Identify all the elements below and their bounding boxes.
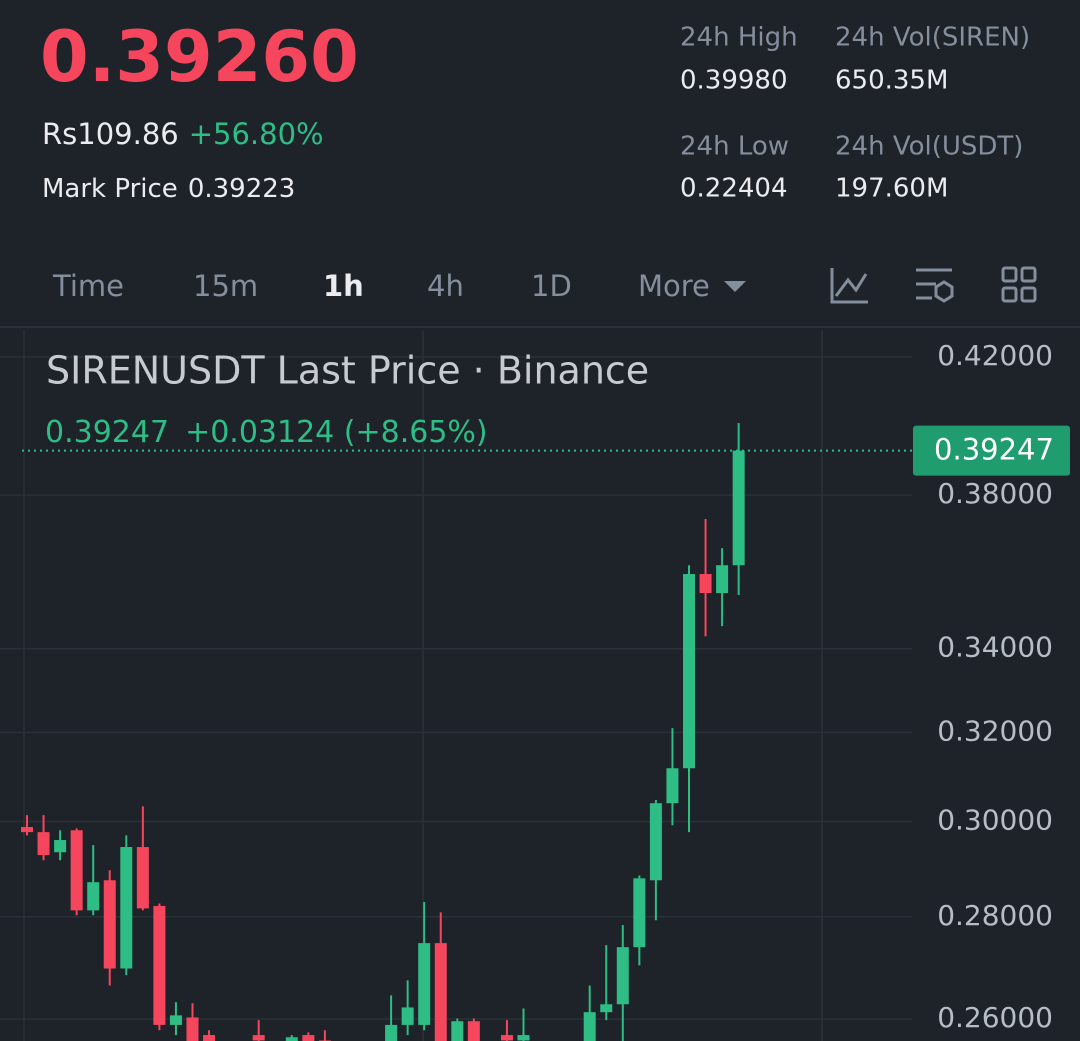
candle-body xyxy=(633,878,646,948)
candle-body xyxy=(434,943,447,1041)
change-pct: +56.80% xyxy=(189,117,324,151)
mark-label: Mark Price xyxy=(42,174,178,204)
more-caret xyxy=(724,281,746,292)
mark-value: 0.39223 xyxy=(188,174,296,204)
candle-body xyxy=(732,450,745,566)
candle-body xyxy=(600,1004,613,1013)
candle-body xyxy=(385,1024,398,1041)
y-tick-label: 0.32000 xyxy=(937,714,1053,747)
stat-value: 197.60M xyxy=(835,174,948,204)
legend-change: +0.03124 (+8.65%) xyxy=(185,415,488,450)
last-price: 0.39260 xyxy=(40,16,359,98)
indicator-icon[interactable] xyxy=(830,268,868,304)
candle-body xyxy=(37,832,50,856)
stat-label: 24h Vol(USDT) xyxy=(835,132,1023,162)
chart-title: SIRENUSDT Last Price · Binance xyxy=(46,349,649,393)
y-tick-label: 0.26000 xyxy=(937,1001,1053,1034)
candle-body xyxy=(136,847,149,909)
last-price-tag xyxy=(913,425,1070,476)
stat-label: 24h High xyxy=(680,23,798,53)
grid: 0.42000 0.38000 0.34000 0.32000 0.30000 0.280… xyxy=(0,339,1053,1034)
stat-value: 0.39980 xyxy=(680,66,788,96)
y-tick-label: 0.30000 xyxy=(937,804,1053,837)
candle-body xyxy=(500,1035,513,1041)
candle-body xyxy=(87,882,100,911)
legend-price: 0.39247 xyxy=(45,415,169,450)
overlay: 0.39247 xyxy=(22,425,1070,476)
candle-body xyxy=(169,1015,182,1025)
fiat-value: Rs109.86 xyxy=(42,117,179,151)
y-tick-label: 0.34000 xyxy=(937,631,1053,664)
candle-body xyxy=(583,1012,596,1041)
candles xyxy=(21,422,745,1041)
candle-body xyxy=(666,768,679,804)
tab[interactable]: 15m xyxy=(193,269,258,303)
tab[interactable]: 1D xyxy=(531,269,572,303)
candle-body xyxy=(252,1035,265,1041)
candle-body xyxy=(120,847,133,969)
tab[interactable]: 1h xyxy=(323,269,364,303)
candle-body xyxy=(153,905,166,1025)
layout-icon[interactable] xyxy=(1020,266,1037,283)
interval-tabs: Time 15m 1h 4h 1D More xyxy=(52,269,710,303)
last-price-label: 0.39247 xyxy=(934,433,1054,467)
candle-body xyxy=(716,565,729,594)
candle-body xyxy=(70,830,83,911)
stat-value: 0.22404 xyxy=(680,174,788,204)
candle-body xyxy=(418,943,431,1025)
candle-body xyxy=(302,1035,315,1041)
chart-legend: 0.39247 +0.03124 (+8.65%) xyxy=(45,415,488,450)
candle-body xyxy=(517,1035,530,1041)
candle-body xyxy=(401,1007,414,1025)
mark-price: Mark Price 0.39223 xyxy=(42,174,295,204)
candle-body xyxy=(54,840,67,853)
candle-body xyxy=(203,1035,216,1041)
stat-value: 650.35M xyxy=(835,66,948,96)
candle-body xyxy=(467,1021,480,1041)
tab[interactable]: More xyxy=(638,269,710,303)
tab[interactable]: Time xyxy=(52,269,124,303)
candle-body xyxy=(103,880,116,969)
y-tick-label: 0.28000 xyxy=(937,899,1053,932)
candle-body xyxy=(683,574,695,769)
y-tick-label: 0.42000 xyxy=(937,339,1053,372)
candle-body xyxy=(699,574,712,594)
candle-body xyxy=(186,1017,199,1041)
layout-icon[interactable] xyxy=(1001,286,1018,303)
layout-icon[interactable] xyxy=(1020,286,1037,303)
tab[interactable]: 4h xyxy=(427,269,464,303)
candle-body xyxy=(21,827,33,833)
candle-body xyxy=(649,803,662,881)
stat-label: 24h Vol(SIREN) xyxy=(835,23,1030,53)
fiat-price: Rs109.86 +56.80% xyxy=(42,117,324,151)
toolbar-icons xyxy=(830,266,1037,304)
stat-label: 24h Low xyxy=(680,132,789,162)
settings-icon[interactable] xyxy=(916,268,954,303)
candle-body xyxy=(285,1037,298,1041)
candle-body xyxy=(451,1021,464,1041)
layout-icon[interactable] xyxy=(1001,266,1018,283)
candle-body xyxy=(616,947,629,1005)
y-tick-label: 0.38000 xyxy=(937,477,1053,510)
